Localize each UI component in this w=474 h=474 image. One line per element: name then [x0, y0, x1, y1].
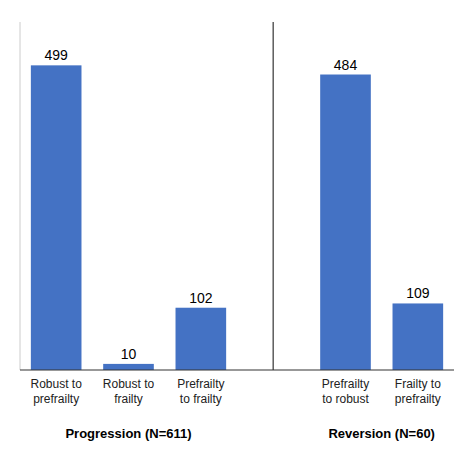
- data-label: 109: [406, 285, 430, 301]
- chart: 49910102484109Robust toprefrailtyRobust …: [0, 0, 474, 474]
- bar: [31, 65, 82, 370]
- x-tick-label-line: prefrailty: [33, 392, 79, 406]
- y-range-line: [20, 22, 21, 370]
- x-tick-label-line: Robust to: [103, 377, 155, 391]
- x-tick-label-line: to frailty: [180, 392, 222, 406]
- x-tick-label-line: Prefrailty: [177, 377, 224, 391]
- x-tick-label: Prefrailtyto frailty: [177, 377, 224, 406]
- x-tick-label-line: Prefrailty: [322, 377, 369, 391]
- bar: [176, 308, 227, 370]
- bars: [31, 65, 443, 370]
- bar: [320, 75, 371, 370]
- x-tick-label-line: Robust to: [30, 377, 82, 391]
- x-tick-label-line: prefrailty: [395, 392, 441, 406]
- x-tick-label-line: to robust: [322, 392, 369, 406]
- x-axis-line: [20, 369, 454, 370]
- page: {"chart_data": {"type": "bar", "categori…: [0, 0, 474, 474]
- x-tick-label: Frailty toprefrailty: [395, 377, 441, 406]
- x-tick-label: Robust toprefrailty: [30, 377, 82, 406]
- x-tick-label: Robust tofrailty: [103, 377, 155, 406]
- group-label: Progression (N=611): [65, 426, 191, 441]
- group-label: Reversion (N=60): [328, 426, 435, 441]
- data-label: 484: [334, 57, 358, 73]
- data-label: 102: [189, 290, 213, 306]
- x-tick-label: Prefrailtyto robust: [322, 377, 370, 406]
- data-label: 499: [44, 47, 68, 63]
- data-label: 10: [121, 346, 137, 362]
- x-tick-label-line: frailty: [114, 392, 143, 406]
- bar: [393, 303, 444, 370]
- group-separator: [273, 22, 274, 370]
- bar: [103, 364, 154, 370]
- x-tick-label-line: Frailty to: [395, 377, 441, 391]
